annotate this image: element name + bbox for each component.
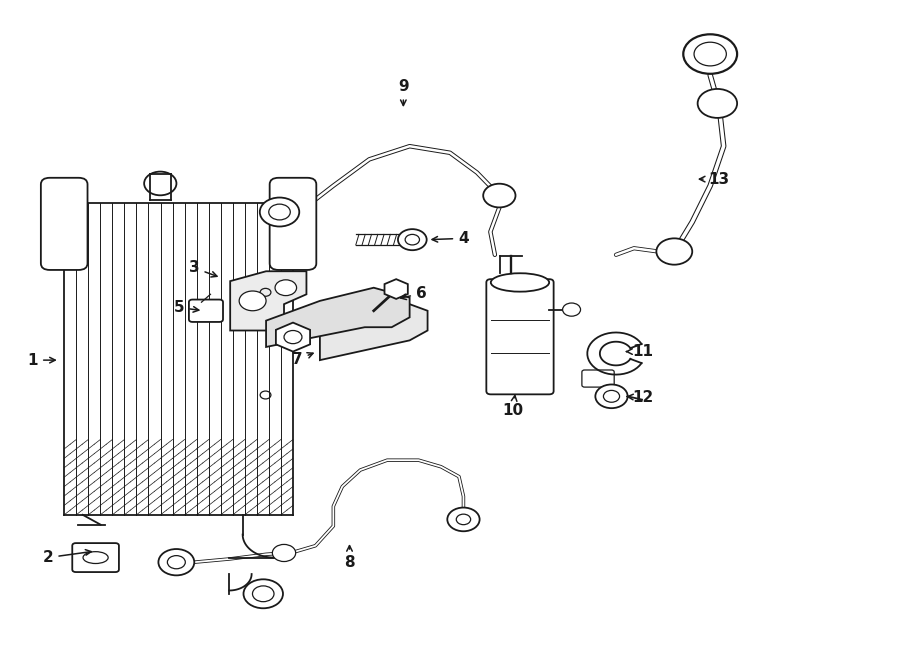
Text: 8: 8: [344, 545, 355, 570]
Circle shape: [144, 172, 176, 195]
Circle shape: [269, 204, 291, 220]
Circle shape: [596, 385, 627, 408]
FancyBboxPatch shape: [40, 178, 87, 270]
Polygon shape: [230, 271, 306, 330]
Text: 3: 3: [189, 260, 217, 277]
FancyBboxPatch shape: [582, 370, 614, 387]
Text: 9: 9: [398, 79, 409, 106]
Polygon shape: [266, 288, 410, 347]
Circle shape: [405, 235, 419, 245]
Text: 6: 6: [400, 286, 427, 301]
Circle shape: [456, 514, 471, 525]
Text: 2: 2: [42, 550, 91, 565]
Text: 11: 11: [626, 344, 653, 359]
Ellipse shape: [83, 552, 108, 564]
Text: 7: 7: [292, 352, 313, 367]
Ellipse shape: [491, 273, 549, 292]
Polygon shape: [320, 304, 428, 360]
Circle shape: [656, 239, 692, 264]
Circle shape: [483, 184, 516, 208]
Circle shape: [698, 89, 737, 118]
Circle shape: [167, 556, 185, 568]
Circle shape: [253, 586, 274, 602]
Circle shape: [398, 229, 427, 251]
Circle shape: [603, 391, 619, 403]
Text: 10: 10: [502, 395, 524, 418]
Circle shape: [239, 291, 266, 311]
Circle shape: [284, 330, 302, 344]
Circle shape: [275, 280, 297, 295]
Circle shape: [260, 198, 300, 227]
FancyBboxPatch shape: [270, 178, 316, 270]
FancyBboxPatch shape: [189, 299, 223, 322]
Circle shape: [694, 42, 726, 66]
FancyBboxPatch shape: [72, 543, 119, 572]
Text: 1: 1: [28, 352, 55, 368]
Text: 12: 12: [626, 390, 653, 405]
Circle shape: [562, 303, 580, 316]
FancyBboxPatch shape: [486, 279, 554, 395]
Circle shape: [683, 34, 737, 74]
Text: 13: 13: [699, 172, 730, 186]
Circle shape: [273, 545, 296, 562]
Text: 4: 4: [432, 231, 469, 246]
Circle shape: [158, 549, 194, 575]
Circle shape: [447, 508, 480, 531]
Text: 5: 5: [174, 300, 199, 315]
Circle shape: [244, 579, 283, 608]
